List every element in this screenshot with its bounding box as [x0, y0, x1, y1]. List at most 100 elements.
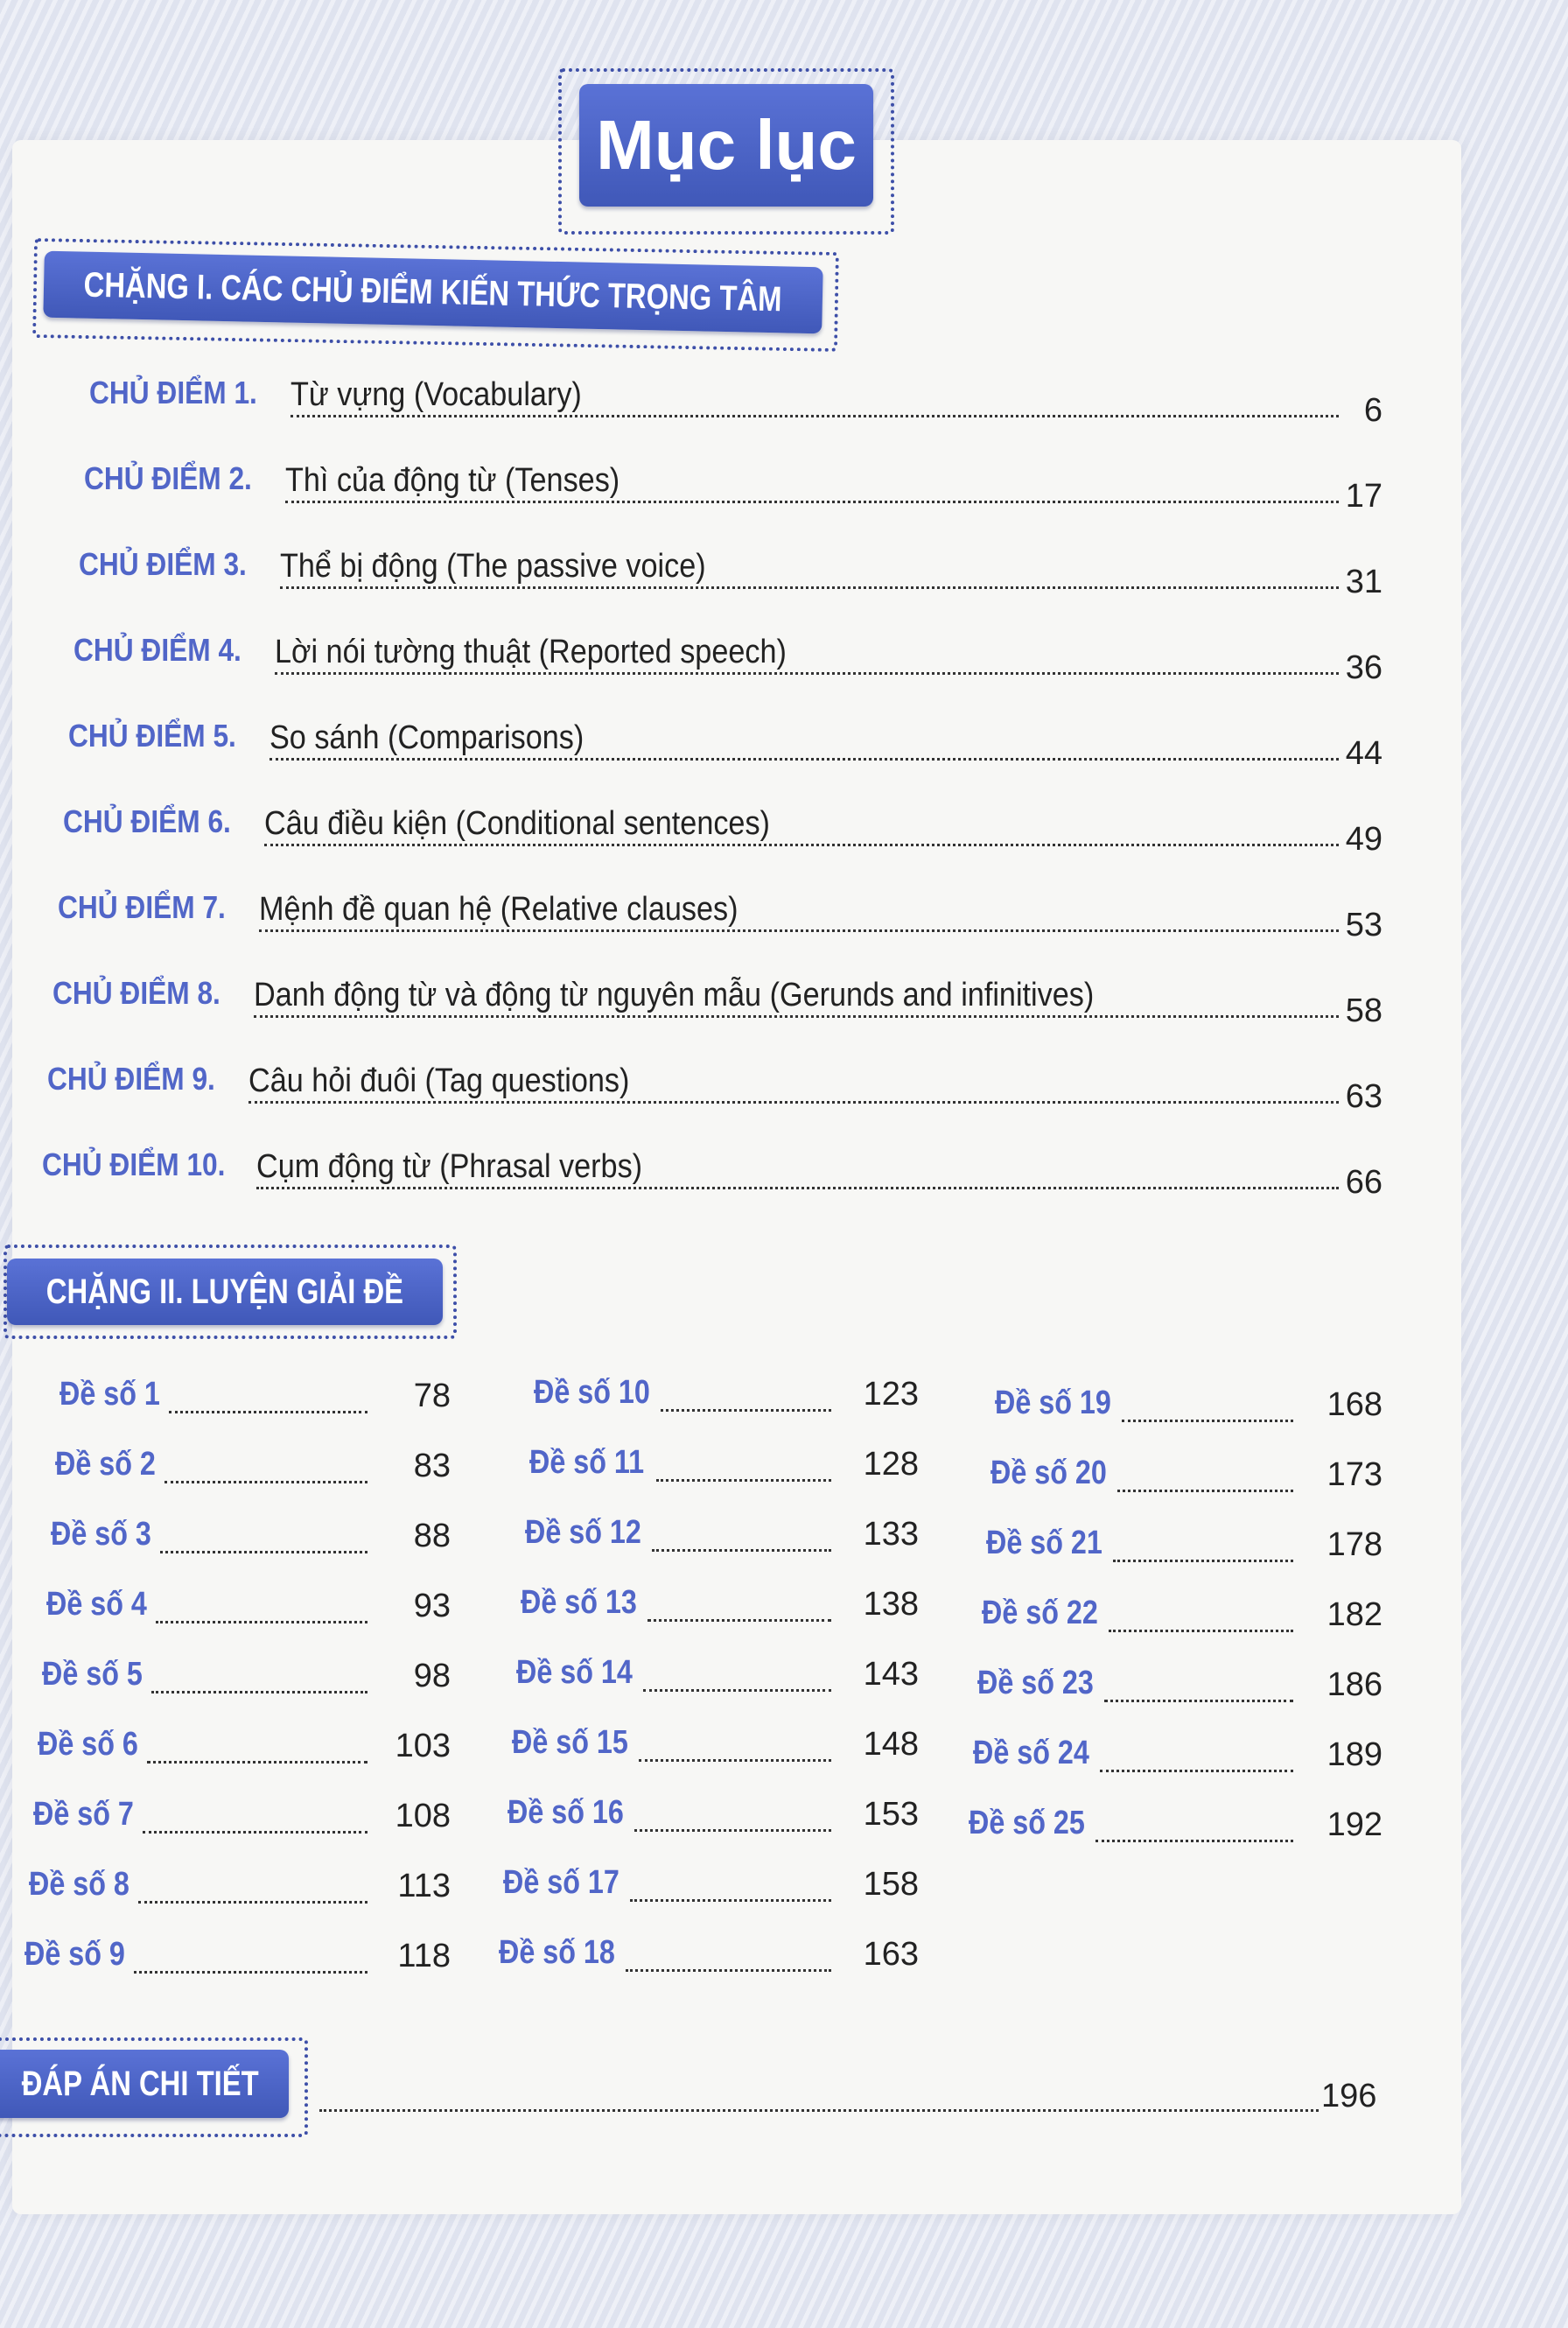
exam-label: Đề số 19 — [995, 1385, 1111, 1421]
exam-entry[interactable]: Đề số 4 93 — [46, 1586, 455, 1638]
exam-entry[interactable]: Đề số 2 83 — [55, 1446, 455, 1498]
exam-entry[interactable]: Đề số 6 103 — [38, 1726, 455, 1778]
exam-entry[interactable]: Đề số 9 118 — [24, 1936, 455, 1988]
exam-label: Đề số 20 — [990, 1455, 1107, 1491]
exam-entry[interactable]: Đề số 17 158 — [503, 1864, 923, 1917]
exam-label: Đề số 3 — [51, 1516, 151, 1553]
answers-leader-dots — [319, 2109, 1319, 2112]
toc-entry[interactable]: CHỦ ĐIỂM 1. Từ vựng (Vocabulary) 6 — [0, 375, 1400, 429]
exam-page: 123 — [863, 1376, 919, 1413]
leader-dots — [652, 1549, 831, 1552]
answers-heading: ĐÁP ÁN CHI TIẾT — [21, 2064, 259, 2103]
toc-entry[interactable]: CHỦ ĐIỂM 7. Mệnh đề quan hệ (Relative cla… — [0, 889, 1400, 943]
exam-label: Đề số 10 — [534, 1374, 650, 1411]
exam-entry[interactable]: Đề số 15 148 — [512, 1724, 923, 1777]
title-frame — [558, 68, 894, 235]
exam-label: Đề số 17 — [503, 1864, 620, 1901]
leader-dots — [156, 1621, 368, 1623]
exam-page: 83 — [413, 1448, 451, 1484]
leader-dots — [1109, 1630, 1293, 1632]
leader-dots — [656, 1479, 831, 1482]
exam-entry[interactable]: Đề số 11 128 — [529, 1444, 923, 1497]
leader-dots — [169, 1411, 368, 1413]
exam-entry[interactable]: Đề số 23 186 — [977, 1665, 1387, 1717]
topic-page: 17 — [1345, 478, 1382, 515]
topic-page: 6 — [1363, 392, 1382, 429]
exam-page: 143 — [863, 1656, 919, 1693]
exam-label: Đề số 25 — [969, 1805, 1085, 1841]
exam-entry[interactable]: Đề số 18 163 — [499, 1934, 923, 1987]
exam-page: 153 — [863, 1796, 919, 1833]
topic-page: 31 — [1345, 564, 1382, 600]
exam-label: Đề số 13 — [521, 1584, 637, 1621]
exam-entry[interactable]: Đề số 1 78 — [60, 1376, 455, 1428]
exam-entry[interactable]: Đề số 22 182 — [982, 1595, 1387, 1647]
leader-dots — [259, 929, 1339, 932]
leader-dots — [661, 1409, 831, 1412]
exam-page: 98 — [413, 1658, 451, 1694]
exam-entry[interactable]: Đề số 19 168 — [995, 1385, 1387, 1437]
exam-page: 148 — [863, 1726, 919, 1763]
topic-label: CHỦ ĐIỂM 10. — [42, 1146, 226, 1182]
exam-page: 133 — [863, 1516, 919, 1553]
toc-entry[interactable]: CHỦ ĐIỂM 4. Lời nói tường thuật (Reported… — [0, 632, 1400, 686]
topic-page: 58 — [1345, 992, 1382, 1029]
exam-entry[interactable]: Đề số 20 173 — [990, 1455, 1387, 1507]
topic-label: CHỦ ĐIỂM 7. — [58, 889, 226, 925]
answers-banner: ĐÁP ÁN CHI TIẾT — [0, 2050, 289, 2118]
leader-dots — [639, 1759, 831, 1762]
leader-dots — [280, 586, 1339, 589]
exam-label: Đề số 16 — [508, 1794, 624, 1831]
topic-page: 66 — [1345, 1164, 1382, 1201]
exam-label: Đề số 15 — [512, 1724, 628, 1761]
exam-entry[interactable]: Đề số 8 113 — [29, 1866, 455, 1918]
topic-label: CHỦ ĐIỂM 3. — [79, 546, 247, 582]
exam-entry[interactable]: Đề số 21 178 — [986, 1525, 1387, 1577]
toc-entry[interactable]: CHỦ ĐIỂM 8. Danh động từ và động từ nguyê… — [0, 975, 1400, 1029]
leader-dots — [270, 758, 1339, 761]
exam-entry[interactable]: Đề số 13 138 — [521, 1584, 923, 1637]
topic-title: Thì của động từ (Tenses) — [285, 462, 625, 500]
leader-dots — [264, 844, 1339, 846]
exam-label: Đề số 11 — [529, 1444, 645, 1481]
exam-entry[interactable]: Đề số 7 108 — [33, 1796, 455, 1848]
exam-entry[interactable]: Đề số 16 153 — [508, 1794, 923, 1847]
toc-entry[interactable]: CHỦ ĐIỂM 3. Thể bị động (The passive voic… — [0, 546, 1400, 600]
topic-label: CHỦ ĐIỂM 4. — [74, 632, 242, 668]
topic-label: CHỦ ĐIỂM 5. — [68, 718, 236, 754]
exam-entry[interactable]: Đề số 12 133 — [525, 1514, 923, 1567]
answers-page: 196 — [1321, 2078, 1377, 2114]
toc-entry[interactable]: CHỦ ĐIỂM 10. Cụm động từ (Phrasal verbs) 6… — [0, 1146, 1400, 1201]
section2-frame — [4, 1245, 457, 1339]
exam-page: 118 — [397, 1938, 451, 1974]
exam-entry[interactable]: Đề số 5 98 — [42, 1656, 455, 1708]
toc-entry[interactable]: CHỦ ĐIỂM 9. Câu hỏi đuôi (Tag questions) 6… — [0, 1061, 1400, 1115]
exam-entry[interactable]: Đề số 24 189 — [973, 1735, 1387, 1787]
toc-entry[interactable]: CHỦ ĐIỂM 5. So sánh (Comparisons) 44 — [0, 718, 1400, 772]
leader-dots — [290, 415, 1339, 417]
leader-dots — [138, 1901, 368, 1904]
exam-page: 88 — [413, 1518, 451, 1554]
leader-dots — [630, 1899, 831, 1902]
leader-dots — [1117, 1490, 1293, 1492]
exam-entry[interactable]: Đề số 3 88 — [51, 1516, 455, 1568]
toc-entry[interactable]: CHỦ ĐIỂM 2. Thì của động từ (Tenses) 17 — [0, 460, 1400, 515]
leader-dots — [1104, 1700, 1293, 1702]
leader-dots — [1100, 1770, 1293, 1772]
leader-dots — [164, 1481, 368, 1483]
topic-title: Câu hỏi đuôi (Tag questions) — [248, 1062, 634, 1100]
exam-label: Đề số 1 — [60, 1376, 160, 1413]
section2-heading: CHẶNG II. LUYỆN GIẢI ĐỀ — [46, 1272, 404, 1311]
leader-dots — [248, 1101, 1339, 1104]
exam-label: Đề số 4 — [46, 1586, 147, 1623]
title-banner: Mục lục — [579, 84, 873, 207]
exam-entry[interactable]: Đề số 14 143 — [516, 1654, 923, 1707]
section1-heading: CHẶNG I. CÁC CHỦ ĐIỂM KIẾN THỨC TRỌNG TÂ… — [83, 265, 783, 319]
exam-page: 186 — [1326, 1666, 1382, 1703]
topic-title: Từ vựng (Vocabulary) — [290, 376, 587, 414]
exam-entry[interactable]: Đề số 25 192 — [969, 1805, 1387, 1857]
exam-page: 189 — [1326, 1736, 1382, 1773]
leader-dots — [1122, 1420, 1293, 1422]
exam-entry[interactable]: Đề số 10 123 — [534, 1374, 923, 1427]
toc-entry[interactable]: CHỦ ĐIỂM 6. Câu điều kiện (Conditional se… — [0, 803, 1400, 858]
